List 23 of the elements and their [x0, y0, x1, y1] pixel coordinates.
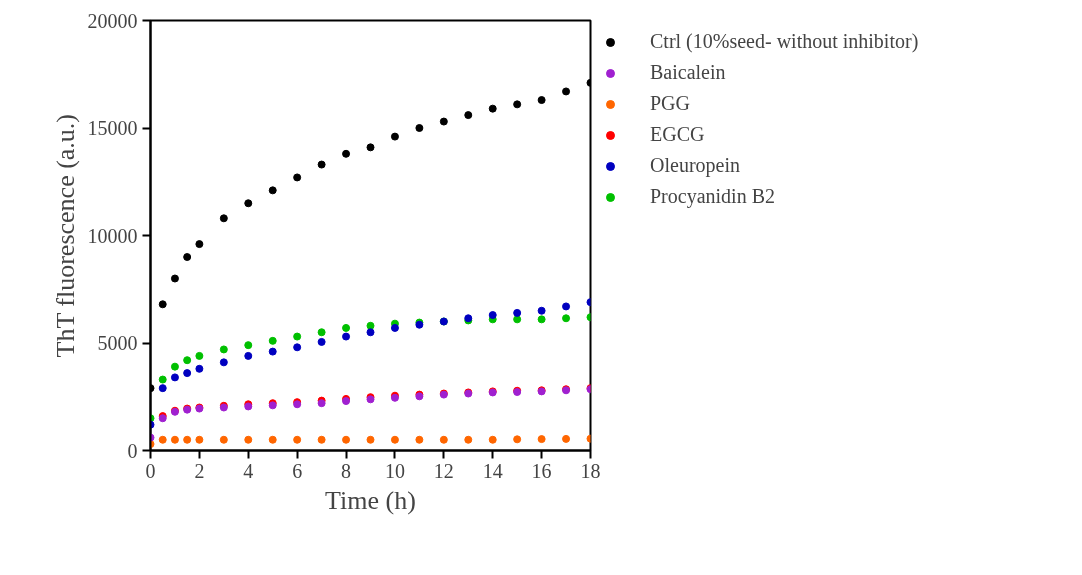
y-tick-label: 15000 [87, 117, 138, 139]
legend-label: Oleuropein [650, 154, 740, 177]
y-tick-label: 0 [127, 439, 138, 462]
x-tick-label: 12 [433, 459, 454, 482]
y-tick-label: 5000 [97, 332, 138, 354]
x-axis-title: Time (h) [325, 485, 416, 515]
legend-label: Ctrl (10%seed- without inhibitor) [650, 30, 919, 53]
legend-label: EGCG [650, 123, 705, 146]
x-tick-label: 0 [145, 459, 156, 482]
x-tick-label: 4 [243, 459, 254, 482]
x-tick-label: 16 [531, 459, 552, 482]
legend-label: Baicalein [650, 61, 726, 84]
y-axis-title: ThT fluorescence (a.u.) [50, 113, 80, 358]
x-tick-label: 6 [292, 459, 303, 482]
legend-label: PGG [650, 92, 691, 115]
y-tick-label: 20000 [87, 9, 138, 32]
x-tick-label: 8 [341, 459, 352, 482]
x-tick-label: 18 [580, 459, 601, 482]
x-tick-label: 2 [194, 459, 205, 482]
x-tick-label: 10 [384, 459, 405, 482]
y-tick-label: 10000 [87, 224, 138, 247]
legend-label: Procyanidin B2 [650, 185, 775, 208]
x-tick-label: 14 [482, 459, 503, 482]
